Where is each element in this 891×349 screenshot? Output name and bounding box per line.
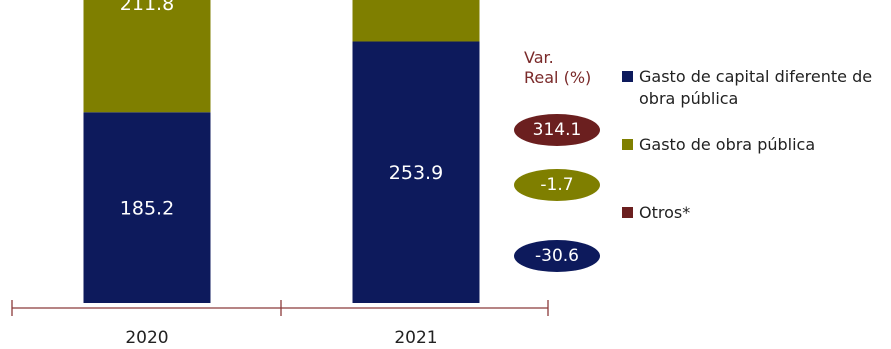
variation-title: Var. Real (%) <box>524 48 604 88</box>
data-label: 211.8 <box>120 0 174 15</box>
legend-label: Otros* <box>639 203 691 222</box>
bar-segment <box>83 0 211 113</box>
variation-badge-obra-publica: -1.7 <box>514 169 600 201</box>
data-label: 185.2 <box>120 198 174 220</box>
legend-item-otros: Otros* <box>622 202 690 224</box>
data-label: 253.9 <box>389 162 443 184</box>
x-tick-label: 2021 <box>394 328 437 348</box>
legend-label: Gasto de capital diferente de obra públi… <box>639 67 873 108</box>
variation-badge-capital: -30.6 <box>514 240 600 272</box>
legend-label: Gasto de obra pública <box>639 135 816 154</box>
bar-segment <box>352 0 480 42</box>
bar-segment <box>83 112 211 303</box>
legend-swatch <box>622 207 633 218</box>
variation-badge-otros: 314.1 <box>514 114 600 146</box>
legend-swatch <box>622 139 633 150</box>
x-tick-label: 2020 <box>125 328 168 348</box>
legend-swatch <box>622 71 633 82</box>
bar-segment <box>352 41 480 303</box>
legend-item-obra-publica: Gasto de obra pública <box>622 134 815 156</box>
variation-title-line2: Real (%) <box>524 68 592 87</box>
variation-title-line1: Var. <box>524 48 554 67</box>
legend-item-capital: Gasto de capital diferente de obra públi… <box>622 66 890 110</box>
